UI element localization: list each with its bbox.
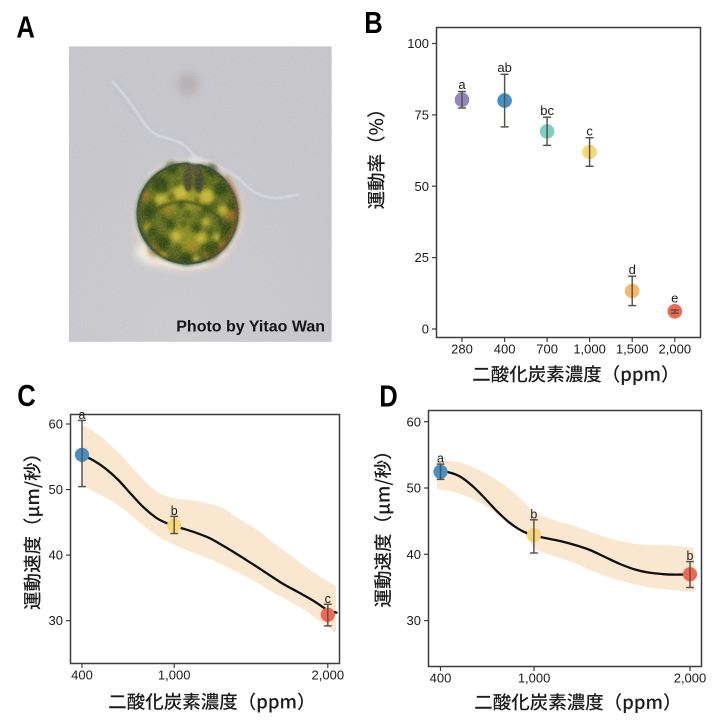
svg-text:a: a bbox=[79, 408, 86, 422]
svg-text:30: 30 bbox=[49, 613, 63, 628]
svg-text:50: 50 bbox=[415, 179, 429, 194]
svg-text:e: e bbox=[671, 291, 678, 306]
svg-text:400: 400 bbox=[430, 671, 452, 686]
svg-text:a: a bbox=[437, 452, 444, 466]
svg-text:C: C bbox=[17, 379, 36, 413]
svg-text:40: 40 bbox=[407, 547, 421, 562]
svg-text:30: 30 bbox=[407, 613, 421, 628]
svg-text:A: A bbox=[16, 10, 35, 44]
svg-text:100: 100 bbox=[407, 36, 429, 51]
svg-text:b: b bbox=[530, 507, 537, 521]
svg-text:50: 50 bbox=[407, 481, 421, 496]
svg-text:d: d bbox=[629, 262, 636, 277]
svg-text:b: b bbox=[171, 504, 178, 518]
svg-text:b: b bbox=[687, 549, 694, 563]
svg-text:c: c bbox=[325, 592, 331, 606]
svg-text:1,000: 1,000 bbox=[573, 342, 606, 357]
svg-text:60: 60 bbox=[407, 414, 421, 429]
svg-text:1,000: 1,000 bbox=[518, 671, 551, 686]
svg-text:2,000: 2,000 bbox=[674, 671, 707, 686]
svg-text:75: 75 bbox=[415, 108, 429, 123]
svg-text:B: B bbox=[364, 6, 383, 40]
svg-text:c: c bbox=[586, 123, 593, 138]
svg-text:60: 60 bbox=[49, 417, 63, 432]
svg-text:0: 0 bbox=[422, 322, 429, 337]
svg-text:400: 400 bbox=[494, 342, 516, 357]
svg-text:1,500: 1,500 bbox=[616, 342, 649, 357]
svg-text:50: 50 bbox=[49, 482, 63, 497]
svg-text:bc: bc bbox=[540, 103, 554, 118]
svg-text:700: 700 bbox=[536, 342, 558, 357]
svg-text:D: D bbox=[379, 379, 398, 413]
svg-text:1,000: 1,000 bbox=[158, 668, 191, 683]
svg-text:2,000: 2,000 bbox=[312, 668, 345, 683]
svg-text:Photo by Yitao Wan: Photo by Yitao Wan bbox=[176, 319, 325, 336]
svg-text:ab: ab bbox=[497, 60, 511, 75]
svg-text:2,000: 2,000 bbox=[659, 342, 692, 357]
svg-text:25: 25 bbox=[415, 250, 429, 265]
svg-text:a: a bbox=[458, 77, 466, 92]
svg-text:400: 400 bbox=[71, 668, 93, 683]
svg-text:40: 40 bbox=[49, 548, 63, 563]
svg-text:280: 280 bbox=[451, 342, 473, 357]
